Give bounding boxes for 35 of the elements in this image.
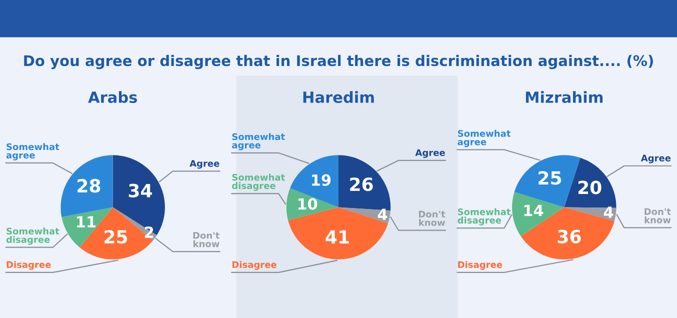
slice-label: Agree: [190, 160, 220, 169]
slice-label: Somewhat agree: [458, 130, 511, 148]
slice-label: Don't know: [644, 208, 671, 224]
slice-label: Somewhat disagree: [458, 208, 511, 226]
slice-label: Don't know: [193, 232, 220, 248]
slice-label: Agree: [415, 149, 445, 158]
pie-slice: [60, 155, 113, 218]
data-label: 41: [326, 230, 349, 244]
pie-slice: [564, 158, 616, 208]
data-label: 4: [378, 208, 388, 220]
data-label: 36: [558, 230, 581, 244]
data-label: 20: [578, 180, 602, 194]
text: Do you agree or disagree that in Israel there is discrimination against.... (%): [24, 54, 653, 70]
slice-label: Somewhat agree: [232, 133, 285, 150]
slice-label: Don't know: [418, 210, 446, 226]
data-label: 10: [298, 198, 318, 210]
data-label: 4: [604, 206, 614, 218]
chart-title: Haredim: [303, 91, 374, 104]
slice-label: Agree: [640, 154, 671, 164]
chart-title: Arabs: [88, 91, 137, 104]
chart-title: Mizrahim: [526, 91, 603, 104]
slice-label: Disagree: [458, 261, 502, 270]
data-label: 28: [78, 178, 100, 193]
data-label: 26: [350, 177, 373, 192]
slice-label: Somewhat disagree: [232, 174, 285, 191]
slice-label: Disagree: [232, 261, 276, 270]
slice-label: Disagree: [6, 261, 51, 270]
data-label: 25: [104, 230, 128, 244]
data-label: 25: [538, 171, 562, 185]
data-label: 11: [77, 216, 96, 228]
data-label: 34: [128, 184, 152, 198]
slice-label: Somewhat disagree: [6, 228, 60, 245]
data-label: 14: [524, 204, 544, 216]
data-label: 19: [312, 174, 331, 186]
slice-label: Somewhat agree: [6, 143, 60, 160]
